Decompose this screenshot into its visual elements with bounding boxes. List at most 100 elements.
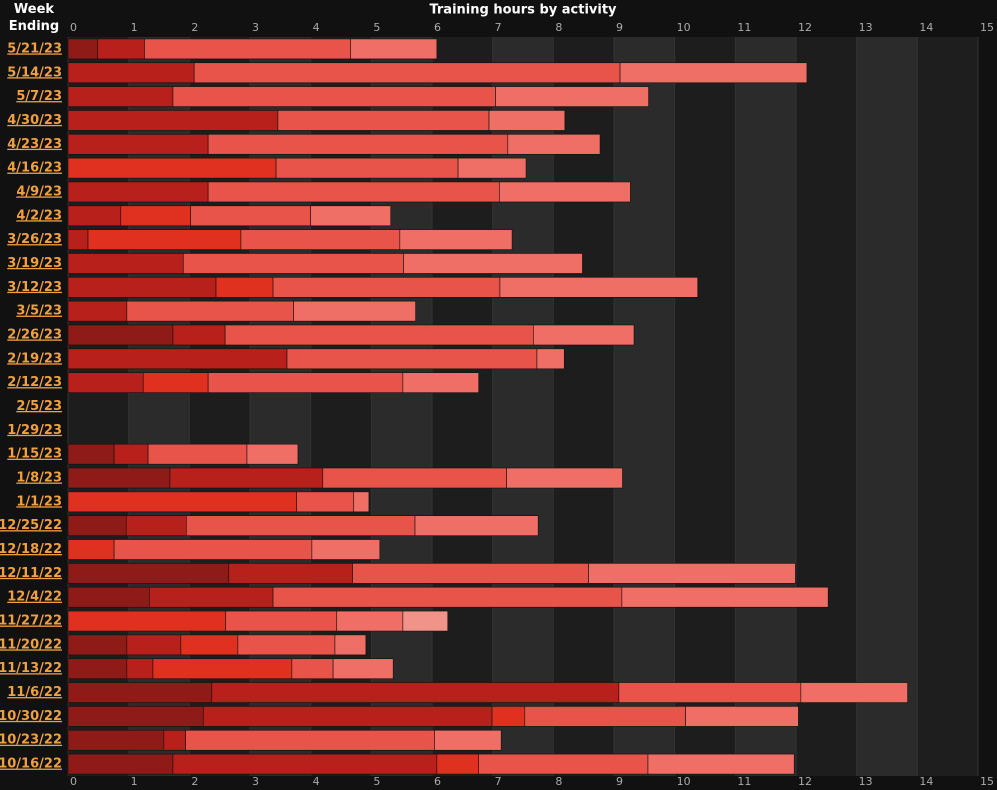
week-link[interactable]: 11/13/22 xyxy=(0,661,62,676)
bar-segment xyxy=(277,110,490,131)
bar-segment xyxy=(207,372,404,393)
x-tick-label-top: 11 xyxy=(737,21,751,34)
x-tick-label-top: 10 xyxy=(677,21,691,34)
bar-segment xyxy=(685,706,799,727)
bar-segment xyxy=(202,706,493,727)
bar-segment xyxy=(488,110,566,131)
bar-segment xyxy=(97,38,145,60)
week-link[interactable]: 3/26/23 xyxy=(7,232,62,247)
bar-segment xyxy=(228,563,353,584)
week-link[interactable]: 12/25/22 xyxy=(0,518,62,533)
bar-segment xyxy=(67,157,277,179)
week-link[interactable]: 4/23/23 xyxy=(7,137,62,152)
bar-segment xyxy=(240,229,401,250)
x-tick-label-bottom: 10 xyxy=(677,775,691,788)
column-band xyxy=(796,37,857,776)
week-link[interactable]: 1/29/23 xyxy=(7,423,62,438)
bar-segment xyxy=(350,38,438,60)
bar-segment xyxy=(182,253,404,274)
bar-segment xyxy=(215,277,274,298)
bar-segment xyxy=(67,682,213,703)
bar-segment xyxy=(67,443,115,465)
bar-segment xyxy=(186,515,416,536)
bar-segment xyxy=(225,610,338,632)
bar-segment xyxy=(193,62,621,84)
week-link[interactable]: 10/30/22 xyxy=(0,709,62,724)
x-tick-label-top: 12 xyxy=(798,21,812,34)
bar-segment xyxy=(621,586,829,608)
week-link[interactable]: 1/1/23 xyxy=(16,494,62,509)
bar-segment xyxy=(172,86,497,107)
week-link[interactable]: 5/14/23 xyxy=(7,65,62,80)
bar-segment xyxy=(142,372,209,393)
bar-segment xyxy=(67,563,230,584)
bar-segment xyxy=(172,753,438,775)
bar-segment xyxy=(207,181,500,203)
column-band xyxy=(917,37,978,776)
bar-segment xyxy=(506,467,623,489)
chart-title: Training hours by activity xyxy=(429,3,617,18)
bar-segment xyxy=(169,467,324,489)
week-link[interactable]: 1/8/23 xyxy=(16,471,62,486)
column-band xyxy=(735,37,796,776)
week-link[interactable]: 4/30/23 xyxy=(7,113,62,128)
week-link[interactable]: 5/7/23 xyxy=(16,89,62,104)
bar-segment xyxy=(533,324,635,346)
bar-segment xyxy=(67,277,217,298)
bar-segment xyxy=(275,157,459,179)
bar-segment xyxy=(147,443,248,465)
week-link[interactable]: 4/2/23 xyxy=(16,208,62,223)
week-link[interactable]: 12/11/22 xyxy=(0,566,62,581)
bar-segment xyxy=(322,467,507,489)
x-tick-label-bottom: 7 xyxy=(495,775,502,788)
week-link[interactable]: 3/19/23 xyxy=(7,256,62,271)
bar-segment xyxy=(172,324,226,346)
week-link[interactable]: 10/16/22 xyxy=(0,757,62,772)
bar-segment xyxy=(619,62,808,84)
week-link[interactable]: 4/9/23 xyxy=(16,184,62,199)
week-link[interactable]: 2/5/23 xyxy=(16,399,62,414)
bar-segment xyxy=(67,586,150,608)
bar-segment xyxy=(436,753,480,775)
bar-segment xyxy=(67,110,279,131)
x-tick-label-bottom: 9 xyxy=(616,775,623,788)
week-link[interactable]: 12/4/22 xyxy=(7,590,62,605)
bar-segment xyxy=(457,157,527,179)
week-link[interactable]: 2/19/23 xyxy=(7,351,62,366)
week-link[interactable]: 5/21/23 xyxy=(7,41,62,56)
week-link[interactable]: 10/23/22 xyxy=(0,733,62,748)
bar-segment xyxy=(163,729,186,751)
week-link[interactable]: 12/18/22 xyxy=(0,542,62,557)
bar-segment xyxy=(190,205,311,227)
bar-segment xyxy=(67,38,99,60)
week-link[interactable]: 11/20/22 xyxy=(0,637,62,652)
week-link[interactable]: 2/12/23 xyxy=(7,375,62,390)
bar-segment xyxy=(296,491,355,513)
bar-segment xyxy=(67,133,209,155)
x-tick-label-top: 2 xyxy=(191,21,198,34)
bar-segment xyxy=(499,277,699,298)
bar-segment xyxy=(67,634,128,656)
bar-segment xyxy=(353,491,370,513)
x-tick-label-bottom: 15 xyxy=(980,775,994,788)
week-link[interactable]: 3/5/23 xyxy=(16,304,62,319)
week-link[interactable]: 11/27/22 xyxy=(0,614,62,629)
week-link[interactable]: 3/12/23 xyxy=(7,280,62,295)
bar-segment xyxy=(224,324,534,346)
bar-segment xyxy=(352,563,589,584)
week-link[interactable]: 2/26/23 xyxy=(7,327,62,342)
x-tick-label-top: 4 xyxy=(313,21,320,34)
bar-segment xyxy=(491,706,526,727)
bar-segment xyxy=(434,729,502,751)
bar-segment xyxy=(334,634,367,656)
bar-segment xyxy=(67,86,174,107)
x-tick-label-bottom: 0 xyxy=(70,775,77,788)
week-link[interactable]: 11/6/22 xyxy=(7,685,62,700)
bar-segment xyxy=(67,181,209,203)
bar-segment xyxy=(67,539,115,560)
x-tick-label-bottom: 5 xyxy=(373,775,380,788)
week-link[interactable]: 4/16/23 xyxy=(7,161,62,176)
x-tick-label-top: 13 xyxy=(859,21,873,34)
week-link[interactable]: 1/15/23 xyxy=(7,447,62,462)
bar-segment xyxy=(67,253,184,274)
